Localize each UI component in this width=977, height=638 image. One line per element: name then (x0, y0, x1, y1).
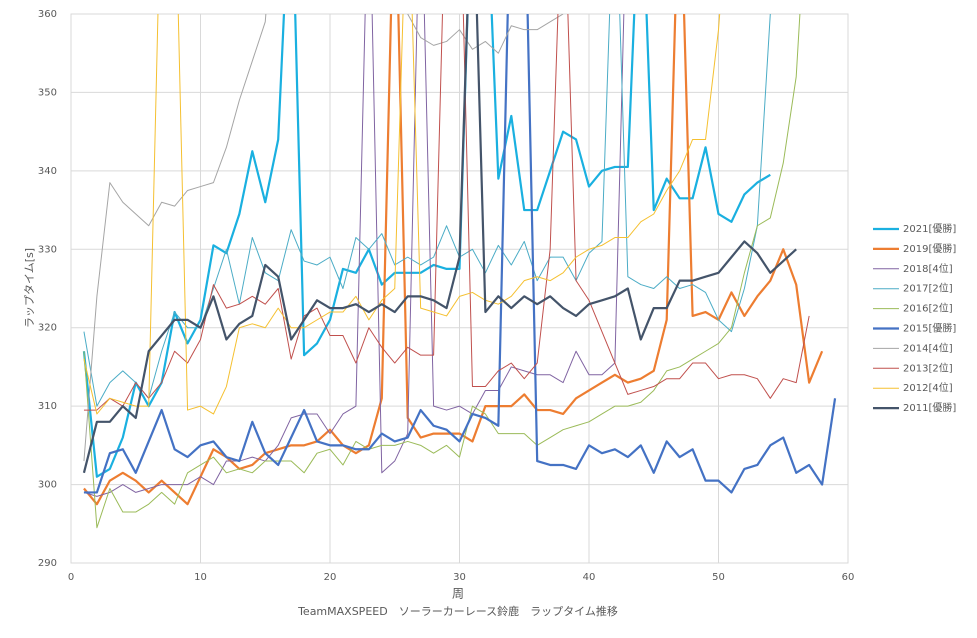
caption: TeamMAXSPEED ソーラーカーレース鈴鹿 ラップタイム推移 (297, 604, 618, 618)
x-tick-label: 40 (583, 572, 596, 583)
x-tick-label: 30 (453, 572, 466, 583)
legend-label: 2014[4位] (903, 341, 953, 354)
legend-label: 2012[4位] (903, 381, 953, 394)
x-tick-label: 60 (842, 572, 855, 583)
legend-label: 2011[優勝] (903, 401, 956, 414)
legend-label: 2019[優勝] (903, 242, 956, 255)
x-tick-label: 10 (194, 572, 207, 583)
series-line (82, 14, 797, 474)
legend-label: 2013[2位] (903, 361, 953, 374)
y-tick-label: 320 (38, 323, 57, 334)
series-line (83, 14, 801, 529)
x-tick-label: 20 (324, 572, 337, 583)
legend-label: 2021[優勝] (903, 222, 956, 235)
y-tick-label: 350 (38, 87, 57, 98)
x-tick-label: 50 (712, 572, 725, 583)
y-tick-label: 360 (38, 9, 57, 20)
y-tick-label: 330 (38, 244, 57, 255)
legend-label: 2016[2位] (903, 302, 953, 315)
y-axis-label: ラップタイム[s] (23, 248, 36, 328)
series-line (83, 14, 837, 494)
series-line (83, 14, 771, 407)
x-axis-label: 周 (452, 587, 464, 601)
legend-label: 2017[2位] (903, 282, 953, 295)
x-tick-label: 0 (68, 572, 74, 583)
series-line (83, 14, 564, 462)
series-line (83, 14, 810, 411)
y-tick-label: 310 (38, 401, 57, 412)
y-tick-label: 300 (38, 480, 57, 491)
legend-label: 2015[優勝] (903, 322, 956, 335)
series-line (82, 14, 771, 478)
series-line (83, 14, 824, 506)
series-line (83, 14, 721, 415)
y-tick-label: 290 (38, 558, 57, 569)
series-line (83, 14, 625, 497)
series-group (82, 14, 837, 529)
y-tick-label: 340 (38, 166, 57, 177)
legend-label: 2018[4位] (903, 262, 953, 275)
